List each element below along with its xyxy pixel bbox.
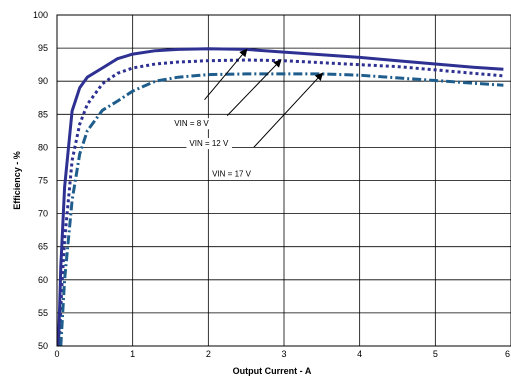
x-tick-label: 0 — [54, 349, 59, 359]
annotation-label-bg — [209, 168, 255, 180]
annotation-arrow — [226, 59, 282, 116]
y-tick-label: 95 — [38, 43, 48, 53]
annotation-label: VIN = 17 V — [212, 170, 252, 179]
annotation-label-bg — [186, 138, 232, 150]
tick-labels: 0 1 2 3 4 5 6 50 55 60 65 70 75 80 85 90 95 100 — [33, 10, 510, 359]
annotations: VIN = 8 V VIN = 12 V VIN = 17 V — [171, 48, 324, 180]
y-tick-label: 70 — [38, 209, 48, 219]
annotation-label: VIN = 12 V — [189, 139, 229, 148]
y-tick-label: 50 — [38, 341, 48, 351]
x-tick-label: 2 — [206, 349, 211, 359]
annotation-label: VIN = 8 V — [174, 119, 209, 128]
y-tick-label: 75 — [38, 176, 48, 186]
series-line-3 — [59, 72, 504, 347]
series-line-2 — [57, 58, 504, 347]
y-tick-label: 85 — [38, 109, 48, 119]
x-axis-label: Output Current - A — [233, 366, 312, 376]
x-tick-label: 5 — [433, 349, 438, 359]
y-tick-label: 55 — [38, 308, 48, 318]
y-tick-label: 80 — [38, 142, 48, 152]
series-lines — [57, 47, 504, 347]
y-tick-label: 100 — [33, 10, 48, 20]
annotation-label-bg — [171, 118, 213, 130]
y-axis-label: Efficiency - % — [12, 151, 22, 210]
series-line-1 — [57, 47, 504, 347]
x-tick-label: 1 — [130, 349, 135, 359]
y-tick-label: 90 — [38, 76, 48, 86]
y-tick-label: 65 — [38, 242, 48, 252]
plot-frame — [56, 14, 511, 347]
y-tick-label: 60 — [38, 275, 48, 285]
x-tick-label: 3 — [281, 349, 286, 359]
annotation-arrow — [253, 72, 324, 148]
x-tick-label: 6 — [505, 349, 510, 359]
x-tick-label: 4 — [357, 349, 362, 359]
annotation-arrow — [204, 48, 248, 101]
